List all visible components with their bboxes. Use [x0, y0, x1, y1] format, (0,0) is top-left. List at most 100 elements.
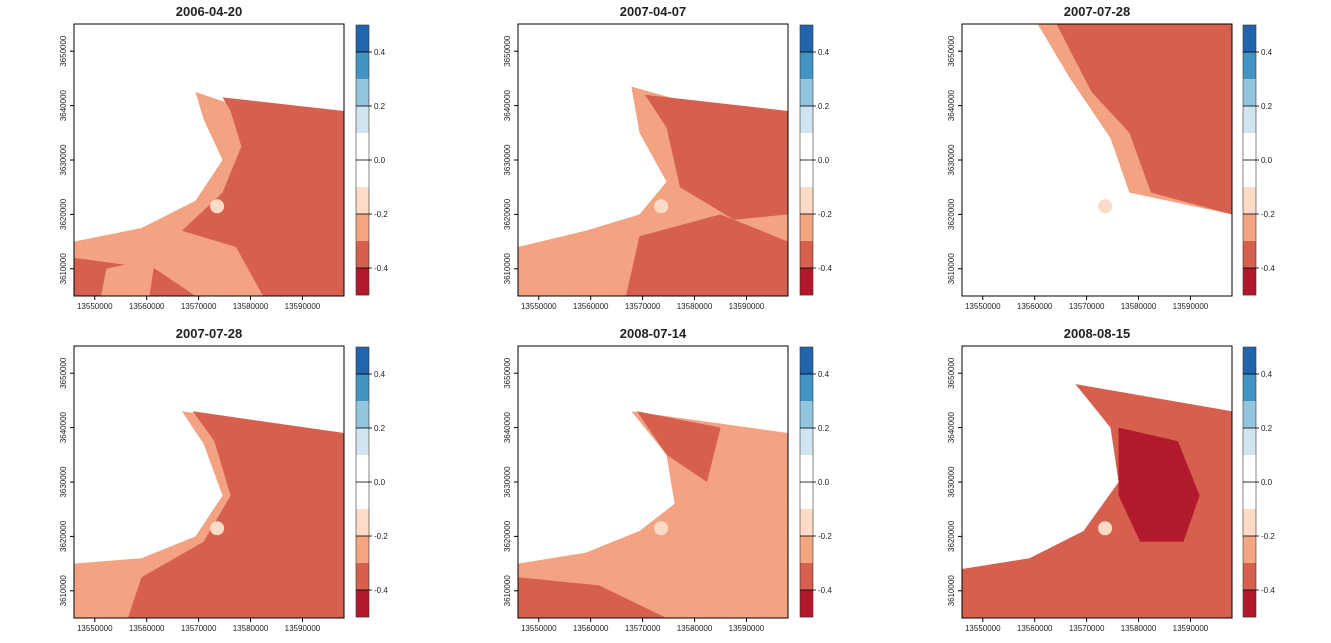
island-blob: [210, 521, 225, 536]
panel-title: 2007-07-28: [1064, 4, 1131, 19]
panel-5: 2008-07-14 13550000 13560000 13570000 135800…: [503, 326, 832, 633]
colorbar-swatch: [800, 590, 813, 618]
colorbar-tick-label: -0.4: [374, 586, 388, 595]
panel-3: 2007-07-28 13550000 13560000 13570000 135800…: [947, 4, 1275, 311]
y-tick-label: 3640000: [59, 89, 68, 121]
colorbar-tick-label: 0.0: [1261, 156, 1273, 165]
x-tick-label: 13590000: [729, 624, 765, 633]
raster-texture: [636, 411, 721, 482]
raster-texture: [128, 411, 344, 618]
colorbar-swatch: [356, 106, 369, 134]
colorbar-tick-label: -0.4: [818, 264, 832, 273]
raster-layer: [74, 92, 344, 296]
raster-texture: [101, 257, 155, 296]
panel-title: 2008-07-14: [620, 326, 687, 341]
x-tick-label: 13550000: [521, 624, 557, 633]
x-tick-label: 13560000: [1017, 624, 1053, 633]
colorbar-tick-label: -0.4: [1261, 264, 1275, 273]
colorbar-swatch: [1243, 347, 1256, 375]
x-tick-label: 13560000: [129, 302, 165, 311]
panel-title: 2007-04-07: [620, 4, 687, 19]
x-tick-label: 13570000: [1069, 302, 1105, 311]
colorbar-tick-label: -0.4: [818, 586, 832, 595]
x-tick-label: 13580000: [1121, 302, 1157, 311]
raster-layer: [962, 384, 1232, 618]
y-tick-label: 3620000: [59, 198, 68, 230]
island-blob: [1098, 521, 1113, 536]
colorbar-swatch: [800, 106, 813, 134]
y-tick-label: 3620000: [503, 198, 512, 230]
colorbar-swatch: [1243, 214, 1256, 242]
y-tick-label: 3640000: [503, 411, 512, 443]
colorbar-swatch: [356, 160, 369, 188]
colorbar-swatch: [1243, 160, 1256, 188]
x-tick-label: 13580000: [233, 302, 269, 311]
colorbar-swatch: [1243, 374, 1256, 402]
colorbar-tick-label: 0.2: [1261, 102, 1273, 111]
colorbar-tick-label: 0.4: [818, 370, 830, 379]
x-tick-label: 13550000: [965, 624, 1001, 633]
raster-texture: [518, 577, 667, 618]
colorbar-swatch: [800, 401, 813, 429]
raster-texture: [518, 411, 788, 618]
raster-texture: [644, 94, 788, 220]
colorbar-tick-label: -0.4: [374, 264, 388, 273]
x-tick-label: 13580000: [677, 624, 713, 633]
y-tick-label: 3610000: [947, 575, 956, 607]
colorbar-tick-label: 0.4: [1261, 370, 1273, 379]
colorbar-swatch: [800, 214, 813, 242]
colorbar-tick-label: -0.2: [818, 210, 832, 219]
x-tick-label: 13560000: [573, 624, 609, 633]
x-tick-label: 13590000: [1173, 302, 1209, 311]
colorbar-swatch: [356, 455, 369, 483]
raster-texture: [1056, 24, 1232, 215]
colorbar-swatch: [356, 509, 369, 537]
y-tick-label: 3630000: [503, 144, 512, 176]
colorbar-tick-label: 0.4: [1261, 48, 1273, 57]
y-tick-label: 3630000: [947, 466, 956, 498]
y-tick-label: 3610000: [503, 253, 512, 285]
colorbar-swatch: [800, 133, 813, 161]
panel-title: 2007-07-28: [176, 326, 243, 341]
x-tick-label: 13590000: [729, 302, 765, 311]
panel-title: 2006-04-20: [176, 4, 243, 19]
colorbar-swatch: [1243, 455, 1256, 483]
colorbar-tick-label: 0.4: [374, 370, 386, 379]
colorbar-swatch: [800, 347, 813, 375]
raster-layer: [74, 411, 344, 618]
colorbar-tick-label: 0.2: [818, 102, 830, 111]
colorbar-swatch: [356, 536, 369, 564]
x-tick-label: 13580000: [1121, 624, 1157, 633]
x-tick-label: 13560000: [573, 302, 609, 311]
colorbar-swatch: [800, 79, 813, 107]
colorbar-swatch: [800, 563, 813, 591]
raster-layer: [1037, 24, 1232, 215]
colorbar-swatch: [1243, 52, 1256, 80]
panel-4: 2007-07-28 13550000 13560000 13570000 135800…: [59, 326, 388, 633]
x-tick-label: 13590000: [1173, 624, 1209, 633]
colorbar-swatch: [356, 133, 369, 161]
panel-2: 2007-04-07 13550000 13560000 13570000 135800…: [503, 4, 832, 311]
y-tick-label: 3620000: [947, 520, 956, 552]
y-tick-label: 3650000: [947, 35, 956, 67]
y-tick-label: 3610000: [503, 575, 512, 607]
colorbar-swatch: [356, 79, 369, 107]
colorbar-swatch: [800, 160, 813, 188]
colorbar-swatch: [800, 187, 813, 215]
colorbar-tick-label: -0.2: [1261, 210, 1275, 219]
x-tick-label: 13570000: [181, 624, 217, 633]
colorbar-tick-label: 0.0: [818, 478, 830, 487]
colorbar-swatch: [356, 590, 369, 618]
island-blob: [1098, 199, 1113, 214]
x-tick-label: 13570000: [625, 624, 661, 633]
colorbar-tick-label: 0.0: [374, 156, 386, 165]
raster-layer: [518, 86, 788, 296]
colorbar-swatch: [1243, 79, 1256, 107]
colorbar-swatch: [1243, 133, 1256, 161]
colorbar-swatch: [800, 428, 813, 456]
x-tick-label: 13550000: [77, 302, 113, 311]
y-tick-label: 3640000: [947, 411, 956, 443]
panel-title: 2008-08-15: [1064, 326, 1131, 341]
colorbar-swatch: [356, 482, 369, 510]
